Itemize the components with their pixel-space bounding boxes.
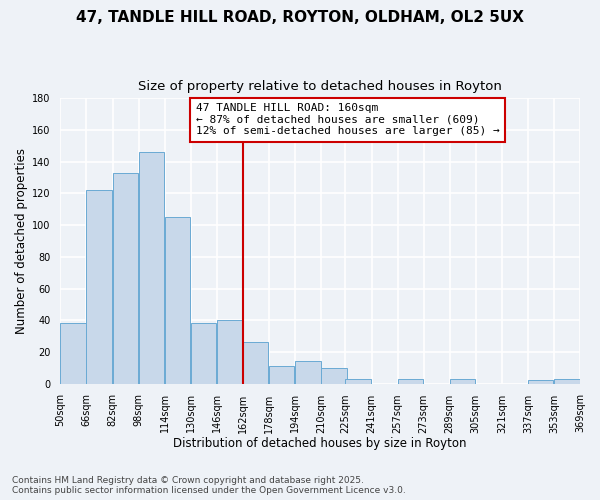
Bar xyxy=(269,366,295,384)
Bar xyxy=(346,379,371,384)
Bar xyxy=(528,380,553,384)
Title: Size of property relative to detached houses in Royton: Size of property relative to detached ho… xyxy=(138,80,502,93)
Text: 47, TANDLE HILL ROAD, ROYTON, OLDHAM, OL2 5UX: 47, TANDLE HILL ROAD, ROYTON, OLDHAM, OL… xyxy=(76,10,524,25)
Bar xyxy=(113,173,138,384)
Bar xyxy=(449,379,475,384)
Bar xyxy=(398,379,423,384)
Bar xyxy=(321,368,347,384)
Bar xyxy=(86,190,112,384)
Y-axis label: Number of detached properties: Number of detached properties xyxy=(15,148,28,334)
Bar xyxy=(139,152,164,384)
Bar xyxy=(61,324,86,384)
Text: Contains HM Land Registry data © Crown copyright and database right 2025.
Contai: Contains HM Land Registry data © Crown c… xyxy=(12,476,406,495)
Text: 47 TANDLE HILL ROAD: 160sqm
← 87% of detached houses are smaller (609)
12% of se: 47 TANDLE HILL ROAD: 160sqm ← 87% of det… xyxy=(196,103,499,136)
Bar xyxy=(554,379,580,384)
X-axis label: Distribution of detached houses by size in Royton: Distribution of detached houses by size … xyxy=(173,437,467,450)
Bar xyxy=(164,217,190,384)
Bar xyxy=(243,342,268,384)
Bar xyxy=(295,362,320,384)
Bar xyxy=(217,320,242,384)
Bar xyxy=(191,324,216,384)
